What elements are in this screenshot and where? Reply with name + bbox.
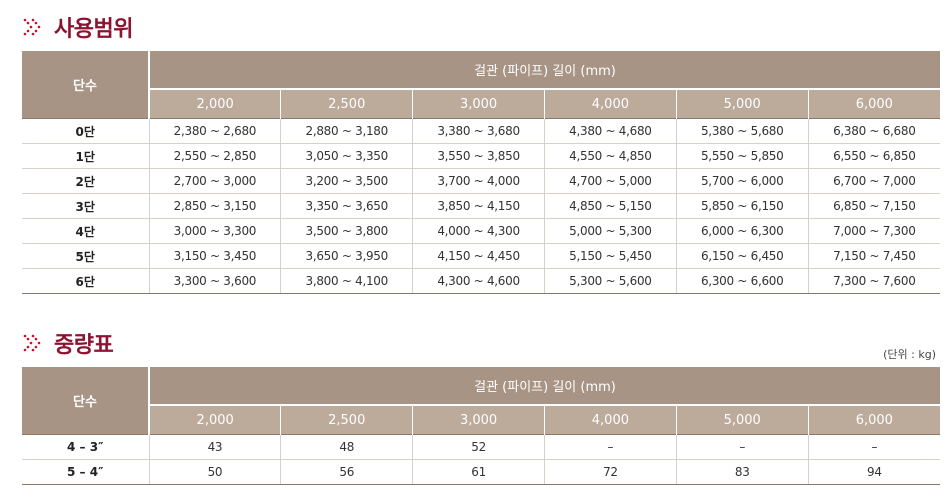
table-row: 1단 2,550 ~ 2,850 3,050 ~ 3,350 3,550 ~ 3,85…	[22, 143, 940, 169]
table-cell: 43	[149, 434, 282, 460]
row-label: 2단	[22, 168, 150, 194]
column-header-length: 5,000	[675, 405, 809, 435]
table-row: 5 – 4″ 50 56 61 72 83 94	[22, 459, 940, 485]
table-cell: 5,150 ~ 5,450	[544, 243, 677, 269]
table-cell: –	[544, 434, 677, 460]
row-label: 1단	[22, 143, 150, 169]
table-cell: 4,380 ~ 4,680	[544, 118, 677, 144]
row-label: 0단	[22, 118, 150, 144]
section-title-text: 사용범위	[54, 17, 133, 42]
table-cell: 5,850 ~ 6,150	[676, 193, 809, 219]
table-cell: 3,150 ~ 3,450	[149, 243, 282, 269]
table-cell: 5,000 ~ 5,300	[544, 218, 677, 244]
double-chevron-right-icon	[23, 334, 41, 352]
table-cell: 3,700 ~ 4,000	[412, 168, 545, 194]
row-label: 3단	[22, 193, 150, 219]
table-cell: 3,800 ~ 4,100	[280, 268, 414, 294]
table-cell: 52	[412, 434, 545, 460]
table-cell: 4,700 ~ 5,000	[544, 168, 677, 194]
table-cell: 2,850 ~ 3,150	[149, 193, 282, 219]
table-cell: 50	[149, 459, 282, 485]
table-cell: 48	[280, 434, 414, 460]
table-cell: 6,550 ~ 6,850	[808, 143, 940, 169]
row-label: 5 – 4″	[22, 459, 150, 485]
table-cell: 56	[280, 459, 414, 485]
column-header-length: 2,500	[280, 89, 413, 119]
table-cell: 6,300 ~ 6,600	[676, 268, 809, 294]
column-header-length: 4,000	[543, 405, 677, 435]
table-cell: –	[676, 434, 809, 460]
column-header-length: 3,000	[412, 89, 545, 119]
table-cell: 2,700 ~ 3,000	[149, 168, 282, 194]
table-cell: 3,550 ~ 3,850	[412, 143, 545, 169]
column-header-length: 5,000	[675, 89, 809, 119]
column-header-length: 6,000	[807, 405, 940, 435]
column-header-length: 4,000	[543, 89, 677, 119]
table-cell: 3,380 ~ 3,680	[412, 118, 545, 144]
column-header-length: 6,000	[807, 89, 940, 119]
table-cell: 6,700 ~ 7,000	[808, 168, 940, 194]
table-cell: 94	[808, 459, 940, 485]
table-cell: 72	[544, 459, 677, 485]
table-row: 4단 3,000 ~ 3,300 3,500 ~ 3,800 4,000 ~ 4,30…	[22, 218, 940, 244]
table-row: 4 – 3″ 43 48 52– – –	[22, 434, 940, 460]
table-cell: 7,300 ~ 7,600	[808, 268, 940, 294]
table-cell: 83	[676, 459, 809, 485]
table-cell: 4,850 ~ 5,150	[544, 193, 677, 219]
column-group-header-pipe-length: 걸관 (파이프) 길이 (mm)	[149, 51, 940, 90]
table-row: 2단 2,700 ~ 3,000 3,200 ~ 3,500 3,700 ~ 4,00…	[22, 168, 940, 194]
table-cell: 2,550 ~ 2,850	[149, 143, 282, 169]
table-cell: 2,880 ~ 3,180	[280, 118, 414, 144]
unit-note: (단위 : kg)	[883, 348, 936, 361]
weight-table: 단수 걸관 (파이프) 길이 (mm) 2,000 2,500 3,000 4,000…	[22, 367, 940, 485]
table-cell: 5,380 ~ 5,680	[676, 118, 809, 144]
table-cell: 7,150 ~ 7,450	[808, 243, 940, 269]
table-cell: 2,380 ~ 2,680	[149, 118, 282, 144]
table-cell: 4,300 ~ 4,600	[412, 268, 545, 294]
column-group-header-pipe-length: 걸관 (파이프) 길이 (mm)	[149, 367, 940, 406]
table-cell: 3,200 ~ 3,500	[280, 168, 414, 194]
row-label: 6단	[22, 268, 150, 294]
table-cell: –	[808, 434, 940, 460]
table-cell: 6,850 ~ 7,150	[808, 193, 940, 219]
table-cell: 5,300 ~ 5,600	[544, 268, 677, 294]
section-title-usage-range: 사용범위	[22, 12, 133, 42]
column-header-stage: 단수	[22, 51, 150, 119]
row-label: 5단	[22, 243, 150, 269]
table-cell: 6,150 ~ 6,450	[676, 243, 809, 269]
row-label: 4 – 3″	[22, 434, 150, 460]
column-header-length: 3,000	[412, 405, 545, 435]
column-header-length: 2,000	[149, 89, 281, 119]
table-row: 6단 3,300 ~ 3,600 3,800 ~ 4,100 4,300 ~ 4,60…	[22, 268, 940, 294]
table-cell: 3,500 ~ 3,800	[280, 218, 414, 244]
column-header-stage: 단수	[22, 367, 150, 435]
double-chevron-right-icon	[23, 18, 41, 36]
table-cell: 5,700 ~ 6,000	[676, 168, 809, 194]
table-cell: 4,550 ~ 4,850	[544, 143, 677, 169]
table-cell: 6,380 ~ 6,680	[808, 118, 940, 144]
section-title-weight-table: 중량표	[22, 328, 114, 358]
table-row: 3단 2,850 ~ 3,150 3,350 ~ 3,650 3,850 ~ 4,15…	[22, 193, 940, 219]
table-cell: 3,050 ~ 3,350	[280, 143, 414, 169]
table-cell: 6,000 ~ 6,300	[676, 218, 809, 244]
usage-range-table: 단수 걸관 (파이프) 길이 (mm) 2,000 2,500 3,000 4,000…	[22, 51, 940, 294]
table-cell: 3,850 ~ 4,150	[412, 193, 545, 219]
table-cell: 3,350 ~ 3,650	[280, 193, 414, 219]
table-cell: 61	[412, 459, 545, 485]
table-row: 5단 3,150 ~ 3,450 3,650 ~ 3,950 4,150 ~ 4,45…	[22, 243, 940, 269]
table-cell: 3,650 ~ 3,950	[280, 243, 414, 269]
table-row: 0단 2,380 ~ 2,680 2,880 ~ 3,180 3,380 ~ 3,68…	[22, 118, 940, 144]
section-title-text: 중량표	[54, 333, 114, 358]
table-cell: 4,000 ~ 4,300	[412, 218, 545, 244]
table-cell: 5,550 ~ 5,850	[676, 143, 809, 169]
table-cell: 4,150 ~ 4,450	[412, 243, 545, 269]
table-cell: 3,300 ~ 3,600	[149, 268, 282, 294]
column-header-length: 2,000	[149, 405, 281, 435]
table-cell: 7,000 ~ 7,300	[808, 218, 940, 244]
column-header-length: 2,500	[280, 405, 413, 435]
table-cell: 3,000 ~ 3,300	[149, 218, 282, 244]
row-label: 4단	[22, 218, 150, 244]
